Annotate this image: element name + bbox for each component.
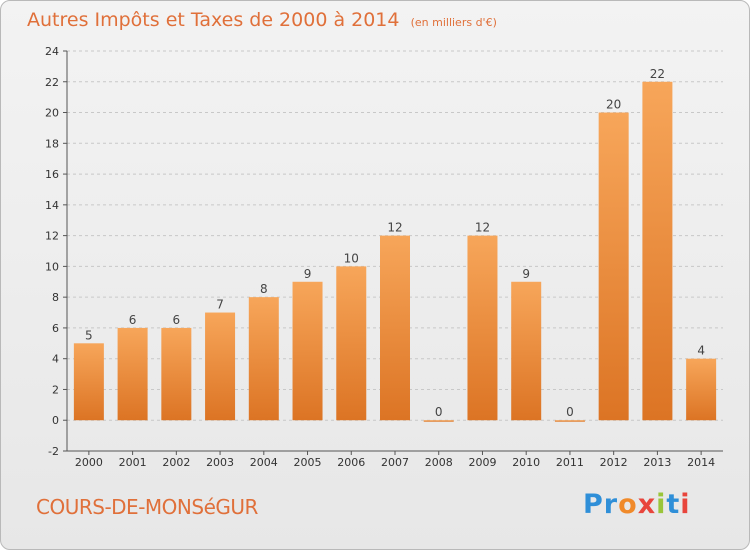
proxiti-logo: Proxiti [583,489,691,520]
y-tick-label: 20 [45,107,59,120]
bar [467,235,498,421]
bar [205,312,236,421]
logo-letter: o [618,489,638,520]
data-label: 9 [304,267,312,281]
bar [336,266,367,421]
data-label: 0 [435,405,443,419]
x-tick-label: 2007 [381,456,409,469]
bar [117,327,148,421]
y-tick-label: 2 [52,383,59,396]
data-label: 6 [173,313,181,327]
y-tick-label: 22 [45,76,59,89]
data-label: 12 [475,221,490,235]
chart-title: Autres Impôts et Taxes de 2000 à 2014 [27,9,400,31]
bar [686,358,717,421]
x-tick-label: 2008 [425,456,453,469]
logo-letter: P [583,489,604,520]
x-tick-label: 2006 [337,456,365,469]
y-tick-label: 16 [45,168,59,181]
x-tick-label: 2005 [294,456,322,469]
commune-name: COURS-DE-MONSéGUR [36,495,258,519]
y-tick-label: 12 [45,230,59,243]
bar [161,327,192,421]
bar [73,343,104,421]
y-tick-label: 8 [52,291,59,304]
y-tick-label: -2 [48,445,59,458]
data-label: 8 [260,282,268,296]
logo-letter: t [666,489,681,520]
x-tick-label: 2001 [119,456,147,469]
y-tick-label: 0 [52,414,59,427]
bar [423,420,454,422]
logo-letter: i [656,489,667,520]
bars [73,81,717,422]
data-label: 22 [650,67,665,81]
x-tick-label: 2014 [687,456,715,469]
data-label: 9 [522,267,530,281]
chart-subtitle: (en milliers d'€) [410,16,497,29]
bar [598,112,629,421]
data-label: 7 [216,298,224,312]
y-tick-label: 6 [52,322,59,335]
bar [380,235,410,421]
x-tick-label: 2010 [512,456,540,469]
bar [511,281,542,421]
data-label: 0 [566,405,574,419]
data-label: 10 [344,251,359,265]
logo-letter: r [603,489,619,520]
data-label: 20 [606,98,621,112]
bar [292,281,323,421]
data-label: 5 [85,328,93,342]
data-label: 4 [697,344,705,358]
y-tick-label: 4 [52,353,59,366]
x-tick-label: 2004 [250,456,278,469]
x-tick-label: 2002 [162,456,190,469]
x-tick-label: 2003 [206,456,234,469]
logo-letter: x [637,489,657,520]
bar [554,420,585,422]
data-label: 6 [129,313,137,327]
bar [248,297,279,421]
x-tick-label: 2012 [600,456,628,469]
x-tick-label: 2013 [643,456,671,469]
bar [642,81,673,421]
y-tick-label: 18 [45,137,59,150]
logo-letter: i [680,489,691,520]
data-labels: 5 6 6 7 8 9 10 12 0 12 9 0 20 22 4 [85,67,705,419]
y-tick-label: 14 [45,199,59,212]
chart-header: Autres Impôts et Taxes de 2000 à 2014 (e… [27,9,497,31]
y-tick-label: 24 [45,45,59,58]
y-tick-label: 10 [45,260,59,273]
x-tick-label: 2011 [556,456,584,469]
data-label: 12 [387,221,402,235]
x-tick-label: 2009 [468,456,496,469]
x-tick-label: 2000 [75,456,103,469]
